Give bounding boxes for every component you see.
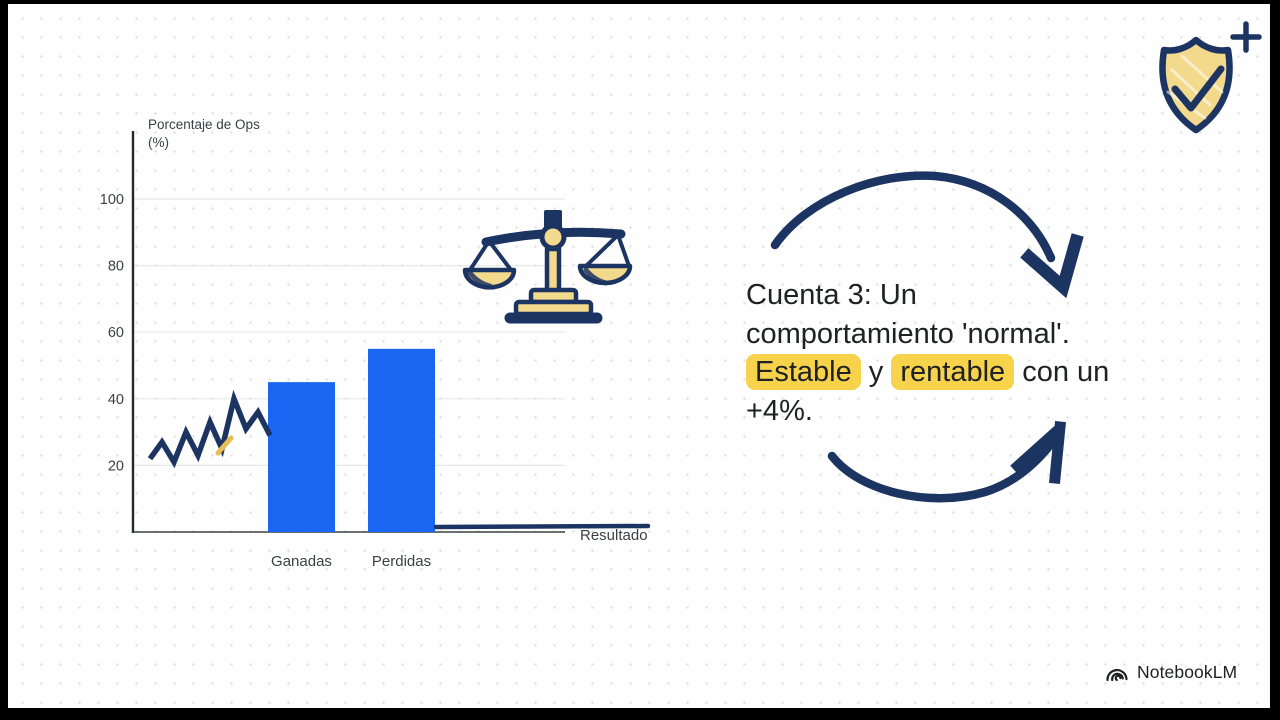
x-category-label: Ganadas (271, 553, 332, 570)
chart-title-unit: (%) (148, 135, 169, 150)
plus-icon (1230, 21, 1262, 53)
curved-arrow-up-right-icon (827, 420, 1067, 503)
slide-artwork: 20 40 60 80 100 Porcentaje de Ops (%) Ganadas Pe… (100, 21, 1262, 570)
caption-text: Cuenta 3: Un comportamiento 'normal'. Esta… (746, 276, 1144, 430)
caption-highlight: Estable (746, 354, 861, 390)
caption-segment: y (860, 356, 892, 388)
curved-arrow-down-right-icon (770, 171, 1084, 299)
notebooklm-logo-icon (1106, 669, 1128, 682)
caption-segment: comportamiento 'normal'. (746, 317, 1070, 350)
trend-line (147, 389, 273, 469)
bar-ganadas (268, 382, 335, 532)
y-tick-label: 80 (108, 259, 124, 275)
x-category-label: Perdidas (372, 553, 431, 570)
notebooklm-wordmark: NotebookLM (1137, 661, 1238, 682)
balance-scale-icon (462, 210, 633, 324)
y-tick-label: 100 (100, 192, 124, 208)
y-tick-label: 20 (108, 458, 124, 474)
trend-highlight-dash (215, 435, 234, 456)
slide-background: 20 40 60 80 100 Porcentaje de Ops (%) Ganadas Pe… (8, 4, 1270, 708)
bar-chart: 20 40 60 80 100 Porcentaje de Ops (%) Ganadas Pe… (100, 117, 651, 570)
y-tick-label: 40 (108, 392, 124, 408)
notebooklm-logo: NotebookLM (1104, 658, 1237, 686)
flat-result-line (433, 523, 651, 530)
caption-segment: con un (1014, 356, 1110, 388)
caption-highlight: rentable (891, 354, 1015, 390)
caption-segment: +4%. (746, 394, 813, 427)
chart-title: Porcentaje de Ops (148, 117, 260, 132)
bar-perdidas (368, 348, 435, 532)
shield-check-icon (1159, 36, 1233, 134)
y-tick-label: 60 (108, 325, 124, 341)
caption-segment: Cuenta 3: Un (746, 279, 917, 311)
x-axis-label: Resultado (580, 527, 648, 544)
